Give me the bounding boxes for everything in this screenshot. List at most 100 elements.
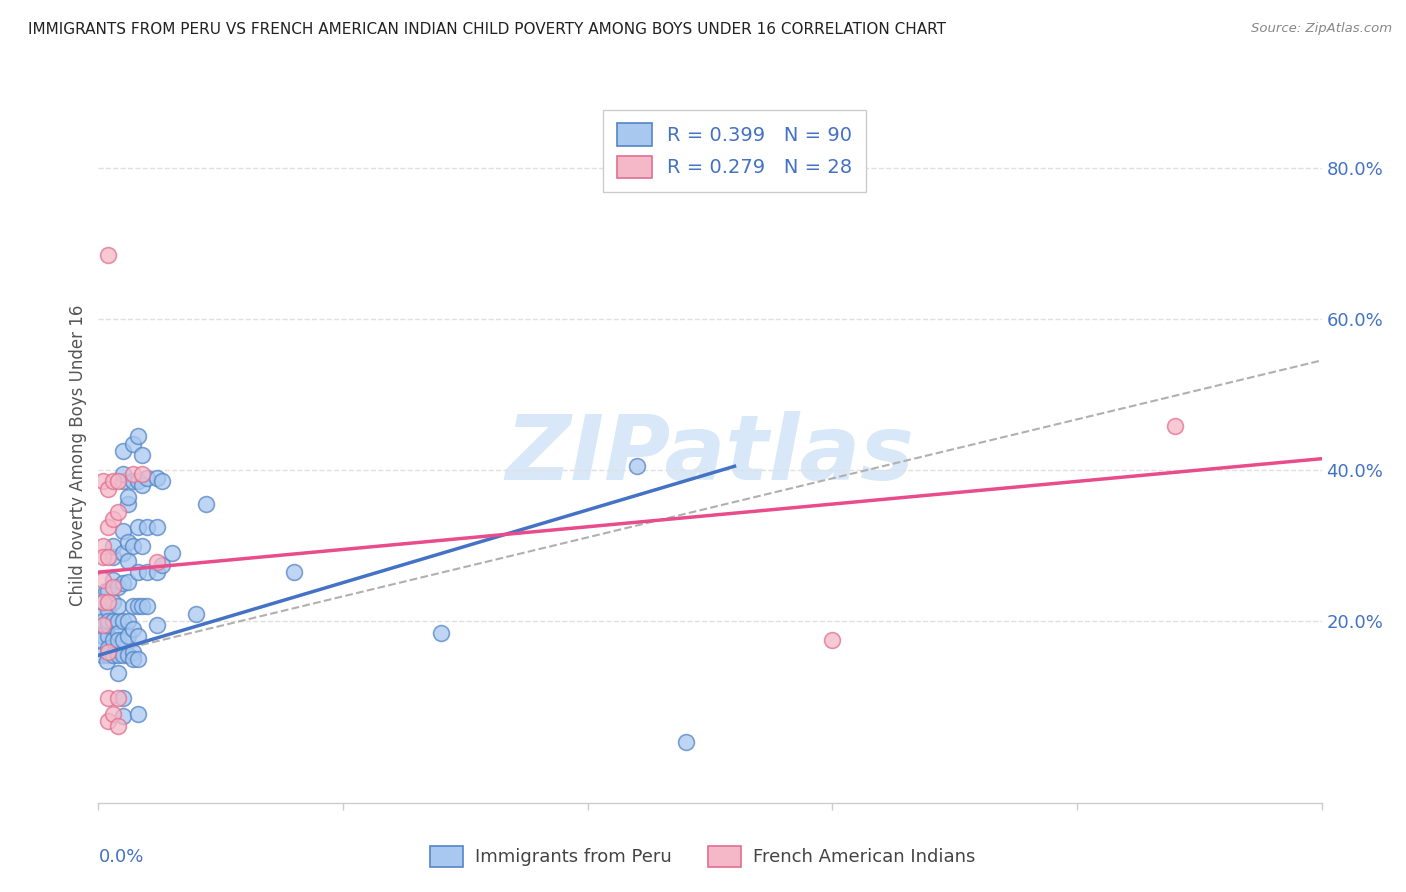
Point <box>111 444 134 458</box>
Point <box>107 691 129 706</box>
Point <box>101 573 124 587</box>
Point <box>101 539 124 553</box>
Point <box>117 648 139 663</box>
Point <box>97 648 120 663</box>
Point <box>91 648 114 663</box>
Point <box>101 549 124 564</box>
Point <box>101 475 124 489</box>
Point <box>121 475 143 489</box>
Point <box>146 555 169 569</box>
Point <box>111 467 134 481</box>
Point <box>97 691 120 706</box>
Point <box>91 607 114 621</box>
Point <box>117 497 139 511</box>
Point <box>101 615 124 629</box>
Point <box>117 629 139 643</box>
Point <box>127 706 149 721</box>
Point <box>97 714 120 728</box>
Point <box>131 539 153 553</box>
Point <box>91 595 114 609</box>
Point <box>97 247 120 261</box>
Point <box>91 595 114 609</box>
Point <box>127 475 149 489</box>
Point <box>93 618 115 632</box>
Point <box>91 549 114 564</box>
Point <box>107 665 129 680</box>
Y-axis label: Child Poverty Among Boys Under 16: Child Poverty Among Boys Under 16 <box>69 304 87 606</box>
Point <box>107 625 129 640</box>
Point <box>127 429 149 443</box>
Point <box>97 549 120 564</box>
Point <box>136 565 159 579</box>
Point <box>117 554 139 568</box>
Point <box>1164 419 1187 434</box>
Point <box>107 648 129 663</box>
Point <box>101 648 124 663</box>
Point <box>136 470 159 484</box>
Text: Source: ZipAtlas.com: Source: ZipAtlas.com <box>1251 22 1392 36</box>
Point <box>283 565 305 579</box>
Point <box>121 467 143 481</box>
Point <box>97 640 120 655</box>
Point <box>117 490 139 504</box>
Point <box>127 565 149 579</box>
Point <box>111 691 134 706</box>
Point <box>136 520 159 534</box>
Point <box>136 599 159 614</box>
Point <box>107 475 129 489</box>
Point <box>101 512 124 526</box>
Point <box>131 478 153 492</box>
Text: ZIPatlas: ZIPatlas <box>506 411 914 499</box>
Point <box>101 633 124 648</box>
Point <box>150 475 173 489</box>
Point <box>146 565 169 579</box>
Point <box>97 482 120 496</box>
Point <box>91 629 114 643</box>
Point <box>101 706 124 721</box>
Legend: Immigrants from Peru, French American Indians: Immigrants from Peru, French American In… <box>423 838 983 874</box>
Point <box>626 459 648 474</box>
Point <box>111 633 134 648</box>
Point <box>117 534 139 549</box>
Point <box>91 475 114 489</box>
Point <box>96 654 118 668</box>
Point <box>121 644 143 658</box>
Point <box>131 599 153 614</box>
Point <box>91 615 114 629</box>
Point <box>97 603 120 617</box>
Text: 0.0%: 0.0% <box>98 848 143 866</box>
Point <box>186 607 208 621</box>
Point <box>97 584 120 599</box>
Point <box>101 595 124 609</box>
Point <box>97 618 120 632</box>
Point <box>121 436 143 450</box>
Point <box>97 595 120 609</box>
Point <box>111 708 134 723</box>
Point <box>121 599 143 614</box>
Point <box>91 618 114 632</box>
Point <box>91 573 114 587</box>
Point <box>127 629 149 643</box>
Point <box>150 558 173 572</box>
Point <box>127 520 149 534</box>
Point <box>195 497 218 511</box>
Text: IMMIGRANTS FROM PERU VS FRENCH AMERICAN INDIAN CHILD POVERTY AMONG BOYS UNDER 16: IMMIGRANTS FROM PERU VS FRENCH AMERICAN … <box>28 22 946 37</box>
Point <box>127 652 149 666</box>
Point <box>90 633 112 648</box>
Point <box>127 599 149 614</box>
Point <box>117 615 139 629</box>
Point <box>121 539 143 553</box>
Point <box>107 633 129 648</box>
Point <box>131 448 153 462</box>
Point <box>97 644 120 658</box>
Point <box>111 546 134 560</box>
Point <box>121 622 143 636</box>
Point <box>107 719 129 733</box>
Point <box>91 539 114 553</box>
Point <box>97 629 120 643</box>
Point <box>97 520 120 534</box>
Point <box>94 584 117 599</box>
Point <box>146 520 169 534</box>
Point <box>111 524 134 538</box>
Point <box>107 505 129 519</box>
